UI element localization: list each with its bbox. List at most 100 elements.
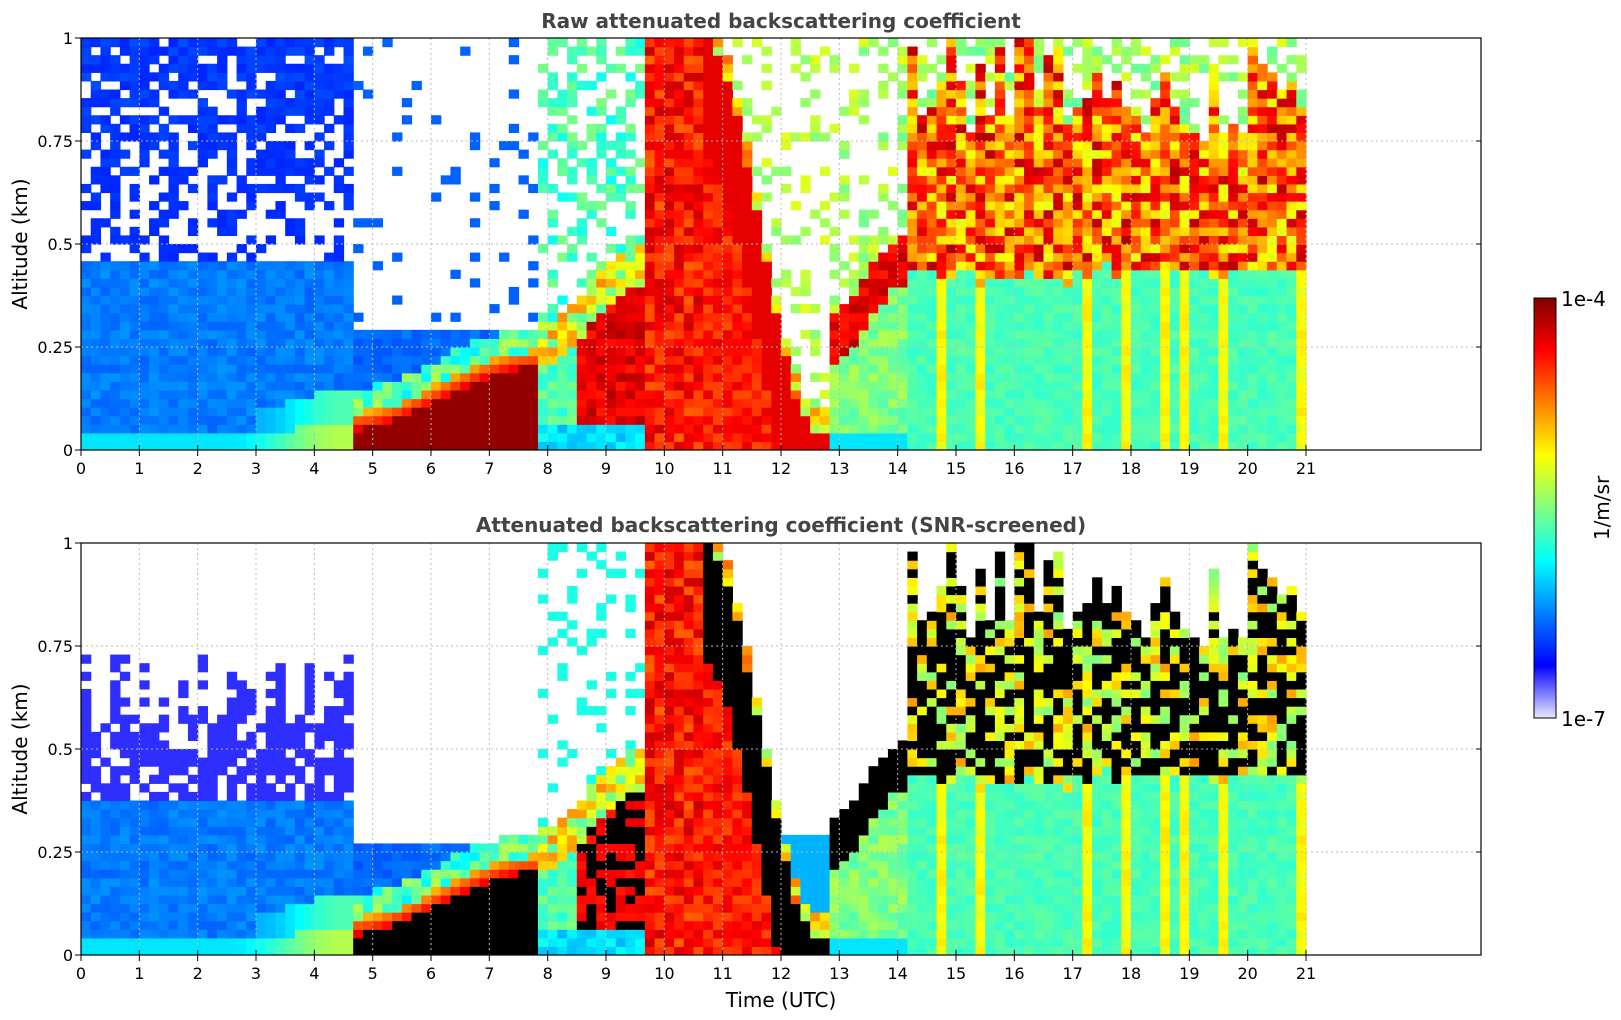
heatmap-cell xyxy=(1082,355,1093,365)
heatmap-cell xyxy=(1237,398,1249,408)
heatmap-cell xyxy=(149,817,160,827)
heatmap-cell xyxy=(1169,115,1181,125)
heatmap-cell xyxy=(1111,158,1122,168)
heatmap-cell xyxy=(1111,261,1122,271)
heatmap-cell xyxy=(985,398,996,408)
heatmap-cell xyxy=(149,749,160,759)
heatmap-cell xyxy=(732,158,743,168)
heatmap-cell xyxy=(829,63,840,73)
heatmap-cell xyxy=(1043,415,1054,425)
heatmap-cell xyxy=(956,415,967,425)
heatmap-cell xyxy=(1033,149,1045,159)
heatmap-cell xyxy=(625,338,636,348)
heatmap-cell xyxy=(829,123,840,134)
heatmap-cell xyxy=(1267,55,1278,65)
heatmap-cell xyxy=(294,123,306,134)
heatmap-cell xyxy=(985,441,996,450)
heatmap-cell xyxy=(1199,364,1210,374)
heatmap-cell xyxy=(829,372,840,382)
heatmap-cell xyxy=(994,329,1006,340)
heatmap-cell xyxy=(1160,201,1171,211)
heatmap-cell xyxy=(829,441,840,450)
heatmap-cell xyxy=(372,355,383,365)
heatmap-cell xyxy=(343,123,354,134)
heatmap-cell xyxy=(703,55,714,65)
heatmap-cell xyxy=(207,347,218,357)
heatmap-cell xyxy=(926,141,938,151)
heatmap-cell xyxy=(129,731,140,742)
x-tick-label: 11 xyxy=(712,459,732,478)
heatmap-cell xyxy=(90,364,102,374)
heatmap-cell xyxy=(149,278,160,288)
heatmap-cell xyxy=(917,286,928,297)
heatmap-cell xyxy=(1189,355,1200,365)
heatmap-cell xyxy=(644,244,656,254)
heatmap-cell xyxy=(1218,278,1229,288)
heatmap-cell xyxy=(489,201,500,211)
heatmap-cell xyxy=(119,424,131,434)
heatmap-cell xyxy=(936,226,947,237)
heatmap-cell xyxy=(1024,364,1035,374)
heatmap-cell xyxy=(382,364,393,374)
heatmap-cell xyxy=(703,166,714,176)
heatmap-cell xyxy=(858,312,870,322)
heatmap-cell xyxy=(975,261,986,271)
heatmap-cell xyxy=(674,329,685,340)
heatmap-cell xyxy=(1199,201,1210,211)
heatmap-cell xyxy=(975,72,986,82)
heatmap-cell xyxy=(664,424,675,434)
heatmap-cell xyxy=(129,920,140,930)
heatmap-cell xyxy=(1237,381,1249,391)
heatmap-cell xyxy=(644,89,656,99)
heatmap-cell xyxy=(1218,389,1229,400)
heatmap-cell xyxy=(965,209,977,219)
heatmap-cell xyxy=(712,63,724,73)
heatmap-cell xyxy=(1237,364,1249,374)
heatmap-cell xyxy=(1004,72,1015,82)
heatmap-cell xyxy=(635,235,646,245)
heatmap-cell xyxy=(917,132,928,142)
heatmap-cell xyxy=(450,269,461,279)
heatmap-cell xyxy=(557,321,568,331)
heatmap-cell xyxy=(771,372,782,382)
heatmap-cell xyxy=(1121,183,1132,194)
heatmap-cell xyxy=(878,441,889,450)
heatmap-cell xyxy=(712,424,724,434)
heatmap-cell xyxy=(654,149,665,159)
heatmap-cell xyxy=(868,407,879,417)
heatmap-cell xyxy=(353,415,364,425)
heatmap-cell xyxy=(1024,98,1035,108)
heatmap-cell xyxy=(956,106,967,116)
heatmap-cell xyxy=(528,441,539,450)
heatmap-cell xyxy=(158,800,170,810)
heatmap-cell xyxy=(119,731,131,742)
heatmap-cell xyxy=(1237,355,1249,365)
heatmap-cell xyxy=(868,424,879,434)
heatmap-cell xyxy=(975,63,986,73)
heatmap-cell xyxy=(304,72,315,82)
heatmap-cell xyxy=(197,312,208,322)
heatmap-cell xyxy=(664,63,675,73)
heatmap-cell xyxy=(557,98,568,108)
heatmap-cell xyxy=(1208,312,1220,322)
heatmap-cell xyxy=(197,329,208,340)
heatmap-cell xyxy=(946,278,957,288)
heatmap-cell xyxy=(119,235,131,245)
heatmap-cell xyxy=(946,175,957,185)
heatmap-cell xyxy=(119,329,131,340)
heatmap-cell xyxy=(1237,38,1249,48)
heatmap-cell xyxy=(703,286,714,297)
heatmap-cell xyxy=(178,295,189,305)
heatmap-cell xyxy=(1228,209,1239,219)
heatmap-cell xyxy=(917,55,928,65)
heatmap-cell xyxy=(81,877,92,887)
heatmap-cell xyxy=(586,201,597,211)
heatmap-cell xyxy=(479,424,490,434)
heatmap-cell xyxy=(1024,192,1035,202)
heatmap-cell xyxy=(1150,355,1161,365)
heatmap-cell xyxy=(1208,286,1220,297)
heatmap-cell xyxy=(285,441,296,450)
heatmap-cell xyxy=(1150,252,1161,262)
heatmap-cell xyxy=(1140,183,1152,194)
heatmap-cell xyxy=(926,269,938,279)
